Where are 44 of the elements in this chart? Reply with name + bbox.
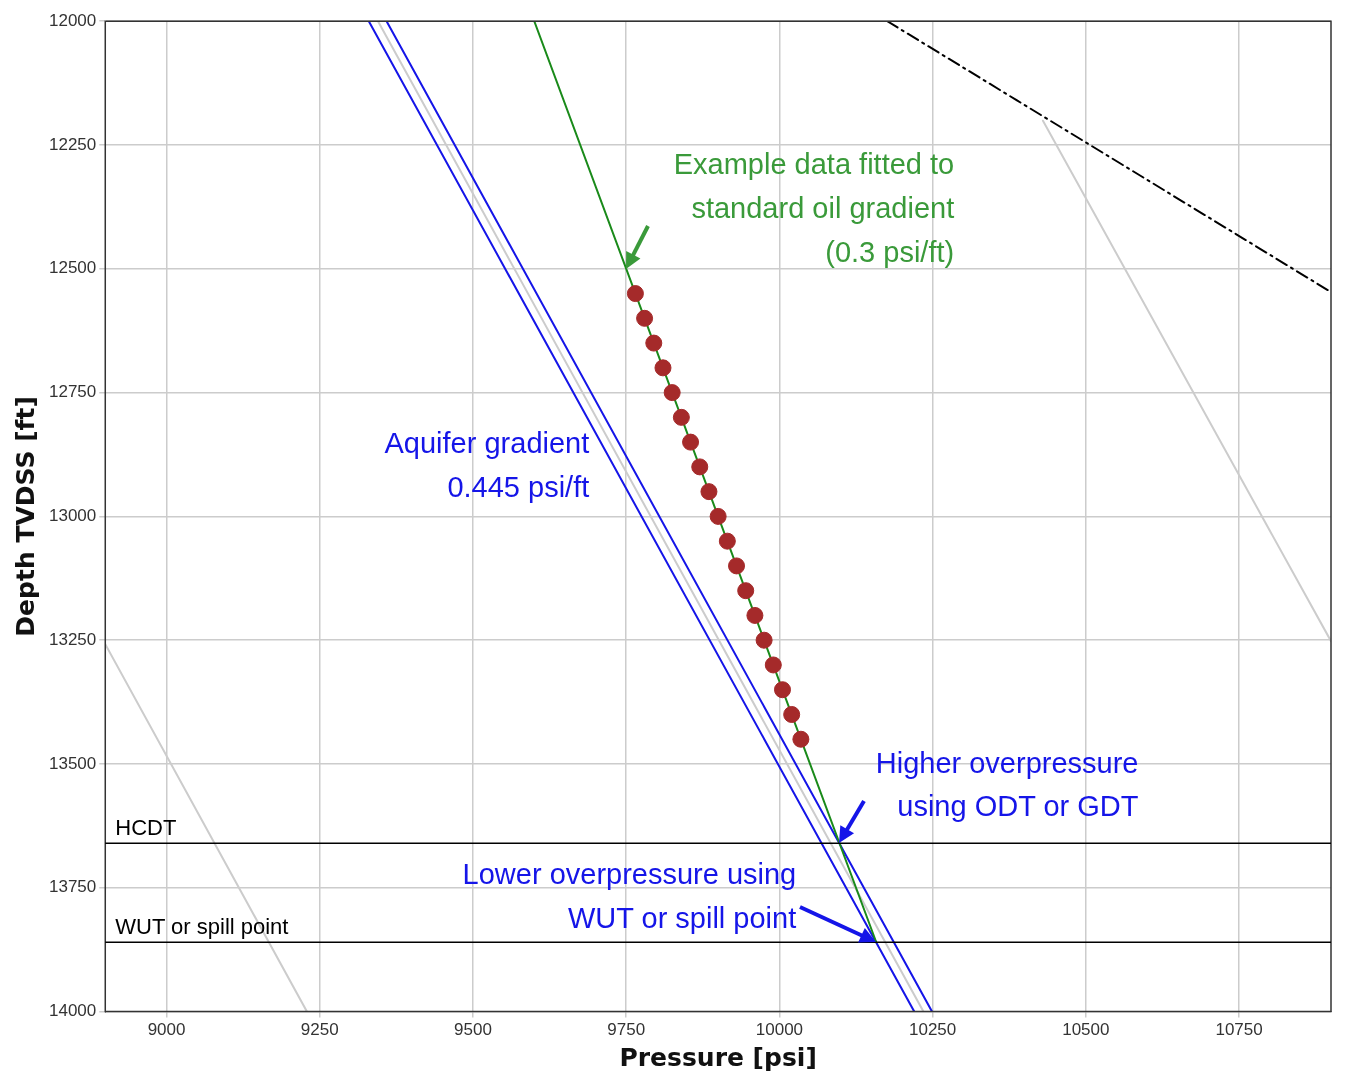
y-tick-label: 13750 (48, 877, 97, 897)
y-tick-label: 13500 (48, 753, 97, 773)
point (626, 285, 644, 303)
point (682, 433, 700, 451)
point (764, 656, 782, 674)
point (709, 507, 727, 525)
y-tick-label: 12750 (48, 382, 97, 402)
x-tick-label: 9750 (607, 1020, 646, 1040)
annotation: Example data fitted to standard oil gradient (0.3 psi/ft) (673, 147, 955, 268)
y-tick-label: 12500 (48, 258, 97, 278)
point (691, 458, 709, 476)
y-tick-label: 12000 (48, 10, 97, 30)
point (737, 582, 755, 600)
annotation: Lower overpressure using WUT or spill point (462, 858, 797, 935)
x-tick-label: 9500 (454, 1020, 492, 1040)
point (755, 631, 773, 649)
annotation: Higher overpressure using ODT or GDT (875, 747, 1139, 823)
ref-line-label: HCDT (115, 815, 177, 841)
x-tick-label: 9250 (300, 1020, 339, 1040)
y-tick-label: 12250 (48, 134, 97, 154)
x-tick-label: 9000 (147, 1020, 186, 1040)
point (773, 681, 791, 699)
x-tick-label: 10250 (909, 1020, 957, 1040)
point (700, 483, 718, 501)
point (672, 408, 690, 426)
y-tick-label: 14000 (48, 1001, 97, 1021)
y-tick-label: 13000 (48, 506, 97, 526)
x-tick-label: 10500 (1062, 1020, 1110, 1040)
x-tick-label: 10000 (755, 1020, 804, 1040)
point (663, 384, 681, 402)
point (718, 532, 736, 550)
x-tick-label: 10750 (1215, 1020, 1263, 1040)
x-axis-title: Pressure [psi] (619, 1042, 817, 1072)
annotation: Aquifer gradient 0.445 psi/ft (384, 427, 590, 504)
ref-line-label: WUT or spill point (115, 914, 289, 940)
point (792, 730, 810, 748)
point (728, 557, 746, 575)
y-tick-label: 13250 (48, 629, 97, 649)
point (783, 705, 801, 723)
point (654, 359, 672, 377)
point (746, 606, 764, 624)
point (636, 309, 654, 327)
y-axis-title: Depth TVDSS [ft] (10, 396, 40, 637)
point (645, 334, 663, 352)
